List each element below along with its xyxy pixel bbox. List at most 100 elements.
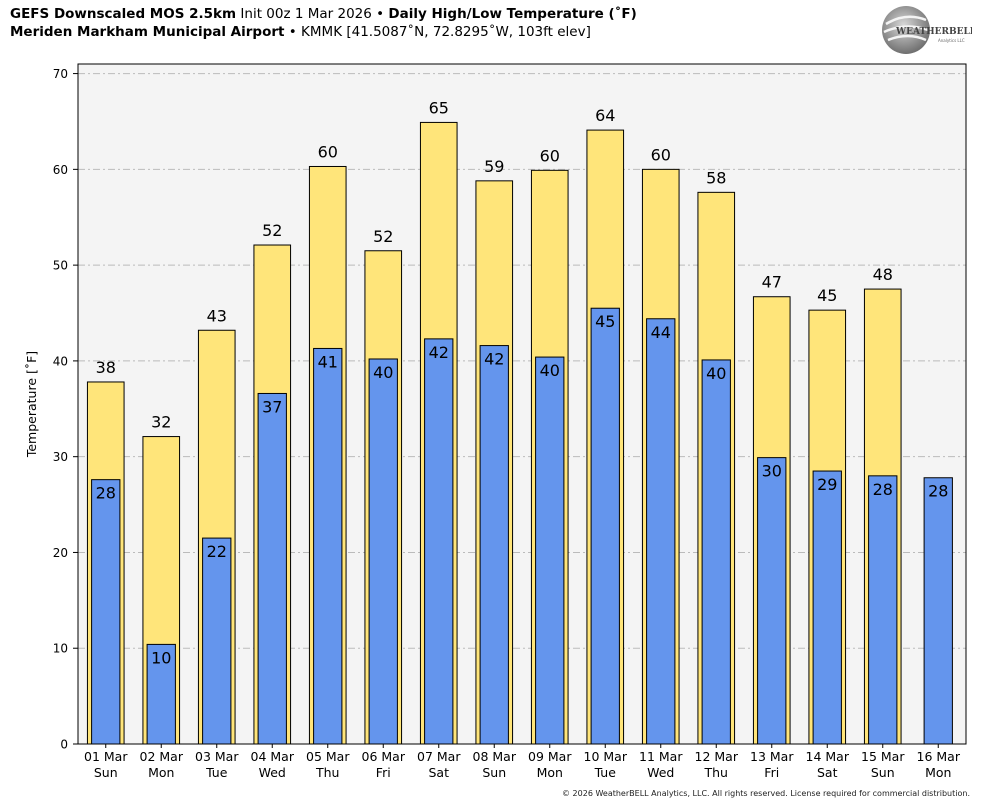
y-tick-label: 30 — [53, 450, 68, 464]
x-tick-date-label: 14 Mar — [806, 749, 850, 764]
separator-bullet: • — [376, 6, 385, 22]
low-temp-label: 42 — [484, 350, 504, 369]
low-temp-label: 28 — [873, 480, 893, 499]
high-temp-label: 47 — [762, 273, 782, 292]
high-temp-label: 60 — [651, 145, 671, 164]
x-tick-date-label: 11 Mar — [639, 749, 683, 764]
high-temp-label: 43 — [207, 306, 227, 325]
x-tick-day-label: Tue — [594, 765, 617, 780]
low-temp-bar — [146, 643, 176, 745]
low-temp-bar — [646, 318, 676, 745]
x-tick-day-label: Sun — [94, 765, 118, 780]
x-tick-day-label: Wed — [647, 765, 674, 780]
model-name: GEFS Downscaled MOS 2.5km — [10, 6, 237, 22]
x-tick-day-label: Sun — [482, 765, 506, 780]
init-time: Init 00z 1 Mar 2026 — [240, 6, 372, 22]
x-tick-date-label: 10 Mar — [584, 749, 628, 764]
x-tick-date-label: 02 Mar — [140, 749, 184, 764]
low-temp-bar — [757, 457, 787, 745]
plot-frame — [77, 63, 967, 745]
low-temp-label: 22 — [207, 542, 227, 561]
y-tick-label: 0 — [60, 738, 68, 752]
low-temp-label: 45 — [595, 312, 615, 331]
x-tick-date-label: 06 Mar — [362, 749, 406, 764]
x-tick-day-label: Fri — [376, 765, 391, 780]
low-temp-bar — [313, 347, 343, 745]
y-tick-label: 70 — [53, 67, 68, 81]
x-tick-day-label: Fri — [764, 765, 779, 780]
low-temp-bar — [424, 338, 454, 745]
low-temp-label: 10 — [151, 648, 171, 667]
y-tick-label: 20 — [53, 546, 68, 560]
low-temp-bar — [923, 477, 953, 745]
high-temp-label: 48 — [873, 265, 893, 284]
high-temp-label: 60 — [318, 142, 338, 161]
x-tick-day-label: Mon — [925, 765, 951, 780]
chart-title-line-2: Meriden Markham Municipal Airport • KMMK… — [10, 24, 591, 40]
low-temp-bar — [91, 479, 121, 745]
x-tick-date-label: 04 Mar — [251, 749, 295, 764]
low-temp-bar — [701, 359, 731, 745]
x-tick-date-label: 07 Mar — [417, 749, 461, 764]
x-tick-day-label: Sat — [429, 765, 450, 780]
low-temp-bar — [202, 537, 232, 745]
high-temp-label: 45 — [817, 286, 837, 305]
y-tick-label: 10 — [53, 642, 68, 656]
high-temp-label: 59 — [484, 157, 504, 176]
logo-subtext: Analytics LLC — [938, 38, 965, 43]
low-temp-bar — [257, 392, 287, 745]
station-info: KMMK [41.5087˚N, 72.8295˚W, 103ft elev] — [301, 24, 591, 40]
low-temp-bar — [868, 475, 898, 745]
high-temp-label: 52 — [373, 227, 393, 246]
low-temp-bar — [535, 356, 565, 745]
high-temp-label: 58 — [706, 168, 726, 187]
weatherbell-logo: WEATHERBELL Analytics LLC — [882, 6, 972, 54]
high-temp-label: 60 — [540, 146, 560, 165]
low-temp-bar — [590, 307, 620, 745]
x-tick-date-label: 08 Mar — [473, 749, 517, 764]
logo-text: WEATHERBELL — [895, 27, 972, 37]
x-tick-date-label: 05 Mar — [306, 749, 350, 764]
copyright-footer: © 2026 WeatherBELL Analytics, LLC. All r… — [562, 789, 970, 798]
low-temp-label: 28 — [928, 482, 948, 501]
x-tick-date-label: 09 Mar — [528, 749, 572, 764]
x-tick-day-label: Sun — [871, 765, 895, 780]
separator-bullet: • — [288, 24, 297, 40]
station-name: Meriden Markham Municipal Airport — [10, 24, 285, 40]
high-temp-label: 65 — [429, 98, 449, 117]
x-tick-day-label: Thu — [315, 765, 339, 780]
x-tick-date-label: 12 Mar — [695, 749, 739, 764]
high-temp-label: 38 — [96, 358, 116, 377]
product-name: Daily High/Low Temperature (˚F) — [388, 6, 637, 22]
x-tick-day-label: Sat — [817, 765, 838, 780]
low-temp-label: 40 — [540, 361, 560, 380]
low-temp-label: 29 — [817, 475, 837, 494]
high-temp-label: 52 — [262, 221, 282, 240]
low-temp-bar — [812, 470, 842, 745]
high-temp-label: 64 — [595, 106, 615, 125]
low-temp-bar — [479, 345, 509, 745]
x-tick-date-label: 16 Mar — [917, 749, 961, 764]
low-temp-label: 40 — [373, 363, 393, 382]
y-tick-label: 50 — [53, 259, 68, 273]
y-tick-label: 60 — [53, 163, 68, 177]
x-tick-date-label: 13 Mar — [750, 749, 794, 764]
low-temp-label: 30 — [762, 462, 782, 481]
high-temp-label: 32 — [151, 413, 171, 432]
x-tick-date-label: 15 Mar — [861, 749, 905, 764]
x-tick-day-label: Tue — [205, 765, 228, 780]
x-tick-day-label: Thu — [704, 765, 728, 780]
x-tick-day-label: Mon — [537, 765, 563, 780]
low-temp-label: 28 — [96, 484, 116, 503]
x-tick-date-label: 01 Mar — [84, 749, 128, 764]
low-temp-label: 41 — [318, 352, 338, 371]
low-temp-label: 37 — [262, 397, 282, 416]
x-tick-date-label: 03 Mar — [195, 749, 239, 764]
low-temp-bar — [368, 358, 398, 745]
y-axis-label: Temperature [˚F] — [24, 351, 39, 458]
low-temp-label: 42 — [429, 343, 449, 362]
low-temp-label: 44 — [651, 323, 671, 342]
chart-title-line-1: GEFS Downscaled MOS 2.5km Init 00z 1 Mar… — [10, 6, 637, 22]
low-temp-label: 40 — [706, 364, 726, 383]
